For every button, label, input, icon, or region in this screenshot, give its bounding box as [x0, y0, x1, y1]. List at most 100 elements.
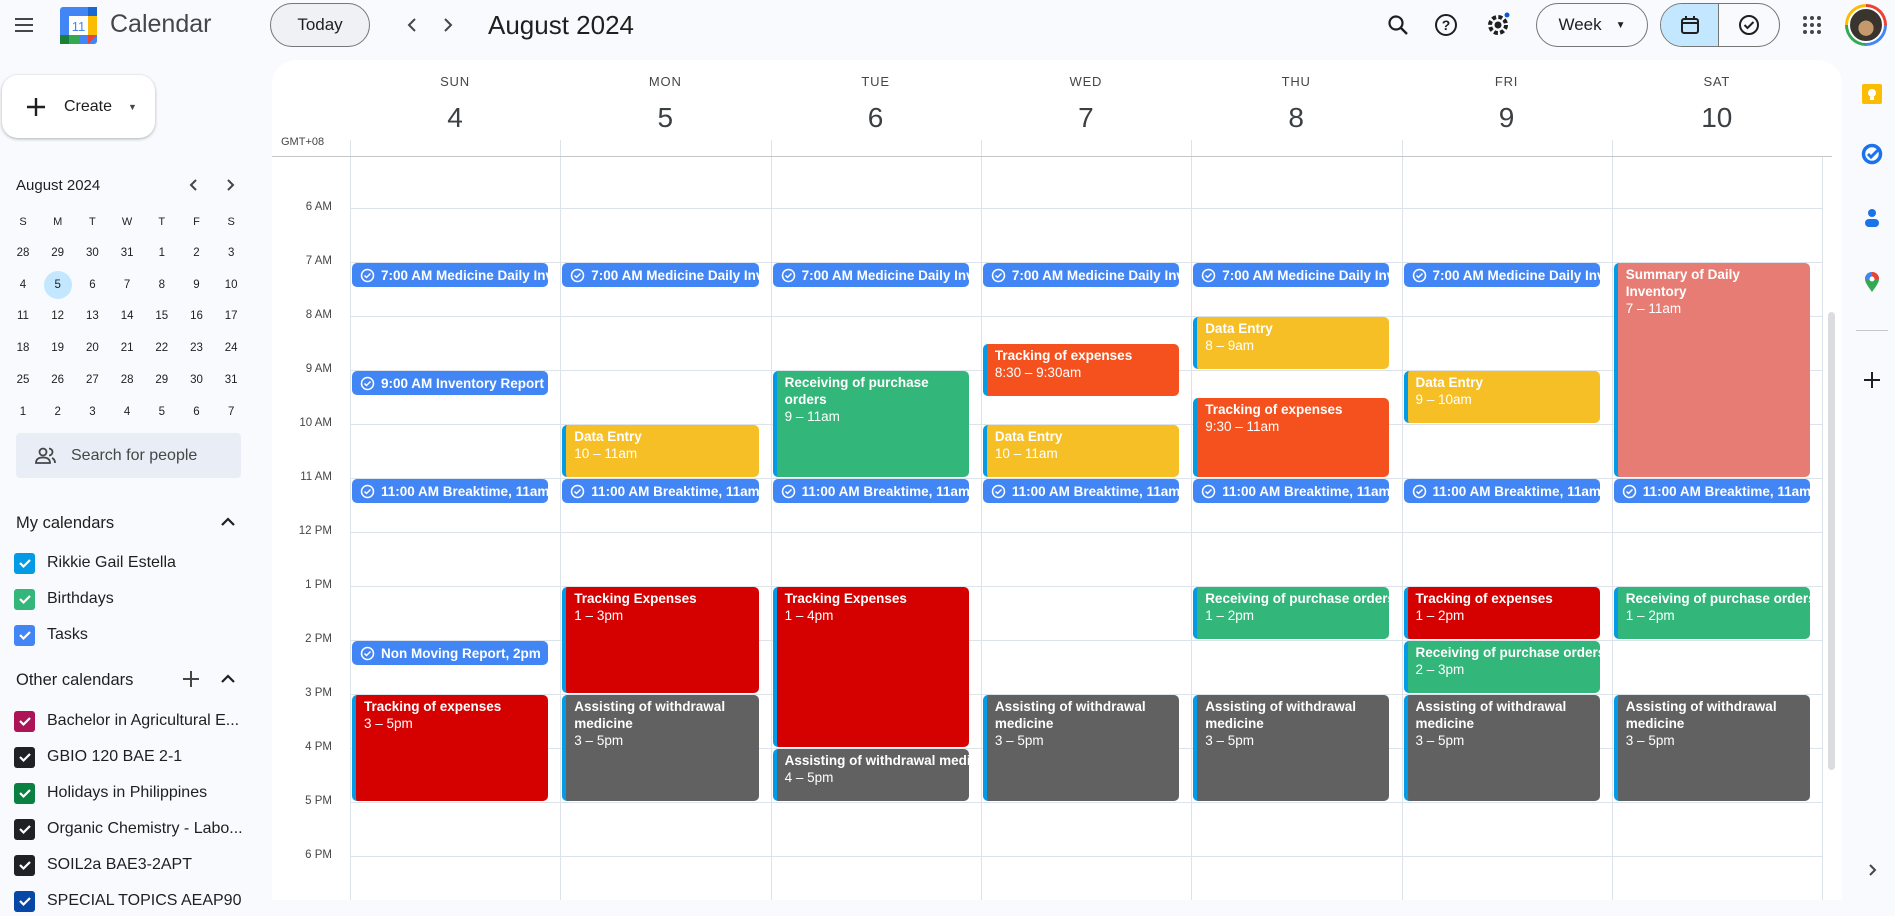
day-number[interactable]: 7: [1078, 102, 1094, 133]
mini-day[interactable]: 13: [85, 310, 99, 323]
checkbox-checked-icon[interactable]: [14, 854, 35, 876]
calendar-item[interactable]: Bachelor in Agricultural E...: [14, 706, 239, 736]
apps-button[interactable]: [1792, 5, 1832, 45]
event-block[interactable]: Receiving of purchase orders 9 – 11am: [772, 371, 969, 477]
event-block[interactable]: Data Entry 8 – 9am: [1193, 317, 1390, 369]
event-block[interactable]: Tracking of expenses 1 – 2pm: [1403, 587, 1600, 639]
mini-day[interactable]: 8: [158, 278, 165, 291]
help-button[interactable]: ?: [1426, 5, 1466, 45]
task-chip[interactable]: 7:00 AM Medicine Daily Inventory: [352, 263, 549, 287]
calendar-item[interactable]: Rikkie Gail Estella: [14, 548, 176, 578]
task-chip[interactable]: 11:00 AM Breaktime, 11am: [1403, 479, 1600, 503]
task-chip[interactable]: 7:00 AM Medicine Daily Inventory: [1193, 263, 1390, 287]
task-chip[interactable]: 7:00 AM Medicine Daily Inventory: [1403, 263, 1600, 287]
day-number[interactable]: 6: [867, 102, 884, 133]
event-block[interactable]: Data Entry 10 – 11am: [562, 425, 759, 477]
mini-day[interactable]: 12: [51, 310, 65, 323]
create-button[interactable]: Create ▼: [2, 75, 155, 138]
checkbox-checked-icon[interactable]: [14, 818, 35, 840]
next-week-button[interactable]: [428, 5, 468, 45]
search-people-input[interactable]: Search for people: [16, 433, 241, 478]
mini-day[interactable]: 10: [224, 278, 238, 291]
calendar-item[interactable]: GBIO 120 BAE 2-1: [14, 742, 182, 772]
event-block[interactable]: Receiving of purchase orders 1 – 2pm: [1613, 587, 1811, 639]
calendar-item[interactable]: Holidays in Philippines: [14, 778, 207, 808]
calendar-item[interactable]: Birthdays: [14, 584, 114, 614]
mini-day[interactable]: 30: [190, 373, 203, 386]
get-addons-button[interactable]: [1852, 360, 1892, 400]
event-block[interactable]: Tracking of expenses 3 – 5pm: [352, 695, 549, 801]
event-block[interactable]: Receiving of purchase orders 2 – 3pm: [1403, 641, 1600, 693]
event-block[interactable]: Assisting of withdrawal medicine 3 – 5pm: [1613, 695, 1811, 801]
tasks-mode-button[interactable]: [1719, 4, 1779, 46]
main-menu-button[interactable]: [4, 5, 44, 45]
calendar-item[interactable]: SPECIAL TOPICS AEAP90: [14, 886, 241, 916]
mini-day[interactable]: 1: [158, 247, 165, 259]
mini-day[interactable]: 28: [16, 247, 30, 259]
mini-day[interactable]: 24: [224, 342, 238, 355]
mini-day[interactable]: 26: [51, 373, 65, 386]
task-chip[interactable]: 7:00 AM Medicine Daily Inventory: [982, 263, 1180, 287]
task-chip[interactable]: 11:00 AM Breaktime, 11am: [1193, 479, 1390, 503]
day-number[interactable]: 10: [1701, 102, 1733, 133]
mini-day[interactable]: 15: [155, 310, 169, 323]
mini-day[interactable]: 3: [89, 405, 96, 418]
mini-next-month-button[interactable]: [212, 167, 248, 203]
checkbox-checked-icon[interactable]: [14, 624, 35, 646]
mini-day[interactable]: 7: [227, 405, 235, 418]
task-chip[interactable]: 9:00 AM Inventory Report: [352, 371, 549, 395]
mini-day[interactable]: 29: [155, 373, 169, 386]
mini-day[interactable]: 2: [54, 405, 61, 418]
mini-day[interactable]: 23: [190, 342, 203, 355]
calendar-item[interactable]: Organic Chemistry - Labo...: [14, 814, 243, 844]
day-number[interactable]: 9: [1498, 102, 1515, 133]
event-block[interactable]: Receiving of purchase orders 1 – 2pm: [1193, 587, 1390, 639]
account-avatar[interactable]: [1845, 4, 1887, 46]
mini-day[interactable]: 3: [227, 247, 235, 259]
task-chip[interactable]: 11:00 AM Breaktime, 11am: [982, 479, 1180, 503]
mini-day[interactable]: 16: [190, 310, 203, 323]
task-chip[interactable]: 11:00 AM Breaktime, 11am: [772, 479, 969, 503]
collapse-my-calendars-button[interactable]: [208, 502, 248, 542]
maps-button[interactable]: [1852, 262, 1892, 302]
mini-day[interactable]: 6: [89, 278, 96, 291]
contacts-button[interactable]: [1852, 198, 1892, 238]
task-chip[interactable]: 7:00 AM Medicine Daily Inventory: [562, 263, 759, 287]
event-block[interactable]: Assisting of withdrawal medicine 3 – 5pm: [1403, 695, 1600, 801]
mini-day[interactable]: 14: [120, 310, 134, 323]
checkbox-checked-icon[interactable]: [14, 746, 35, 768]
search-button[interactable]: [1378, 5, 1418, 45]
event-block[interactable]: Tracking Expenses 1 – 4pm: [772, 587, 969, 747]
mini-day[interactable]: 27: [85, 373, 99, 386]
event-block[interactable]: Summary of Daily Inventory 7 – 11am: [1613, 263, 1811, 477]
tasks-button[interactable]: [1852, 134, 1892, 174]
event-block[interactable]: Assisting of withdrawal medicine 3 – 5pm: [1193, 695, 1390, 801]
day-number[interactable]: 5: [657, 102, 674, 133]
mini-day[interactable]: 21: [120, 342, 134, 355]
mini-day[interactable]: 28: [120, 373, 134, 386]
calendar-item[interactable]: SOIL2a BAE3-2APT: [14, 850, 192, 880]
add-other-calendar-button[interactable]: [171, 659, 211, 699]
calendar-item[interactable]: Tasks: [14, 620, 88, 650]
task-chip[interactable]: 11:00 AM Breaktime, 11am: [562, 479, 759, 503]
calendar-mode-button[interactable]: [1661, 4, 1719, 46]
mini-day[interactable]: 5: [43, 270, 72, 299]
day-number[interactable]: 4: [447, 102, 463, 133]
settings-button[interactable]: [1478, 5, 1518, 45]
vertical-scrollbar[interactable]: [1828, 312, 1835, 770]
event-block[interactable]: Data Entry 10 – 11am: [982, 425, 1180, 477]
task-chip[interactable]: Non Moving Report, 2pm: [352, 641, 549, 665]
today-button[interactable]: Today: [270, 3, 370, 47]
event-block[interactable]: Tracking of expenses 8:30 – 9:30am: [982, 344, 1180, 396]
mini-day[interactable]: 20: [85, 342, 99, 355]
mini-day[interactable]: 5: [158, 405, 165, 418]
event-block[interactable]: Tracking of expenses 9:30 – 11am: [1193, 398, 1390, 477]
view-selector[interactable]: Week ▼: [1536, 3, 1648, 47]
task-chip[interactable]: 7:00 AM Medicine Daily Inventory: [772, 263, 969, 287]
checkbox-checked-icon[interactable]: [14, 782, 35, 804]
mini-day[interactable]: 4: [123, 405, 131, 418]
mini-day[interactable]: 31: [120, 247, 134, 259]
checkbox-checked-icon[interactable]: [14, 588, 35, 610]
mini-day[interactable]: 31: [224, 373, 238, 386]
collapse-other-calendars-button[interactable]: [208, 659, 248, 699]
